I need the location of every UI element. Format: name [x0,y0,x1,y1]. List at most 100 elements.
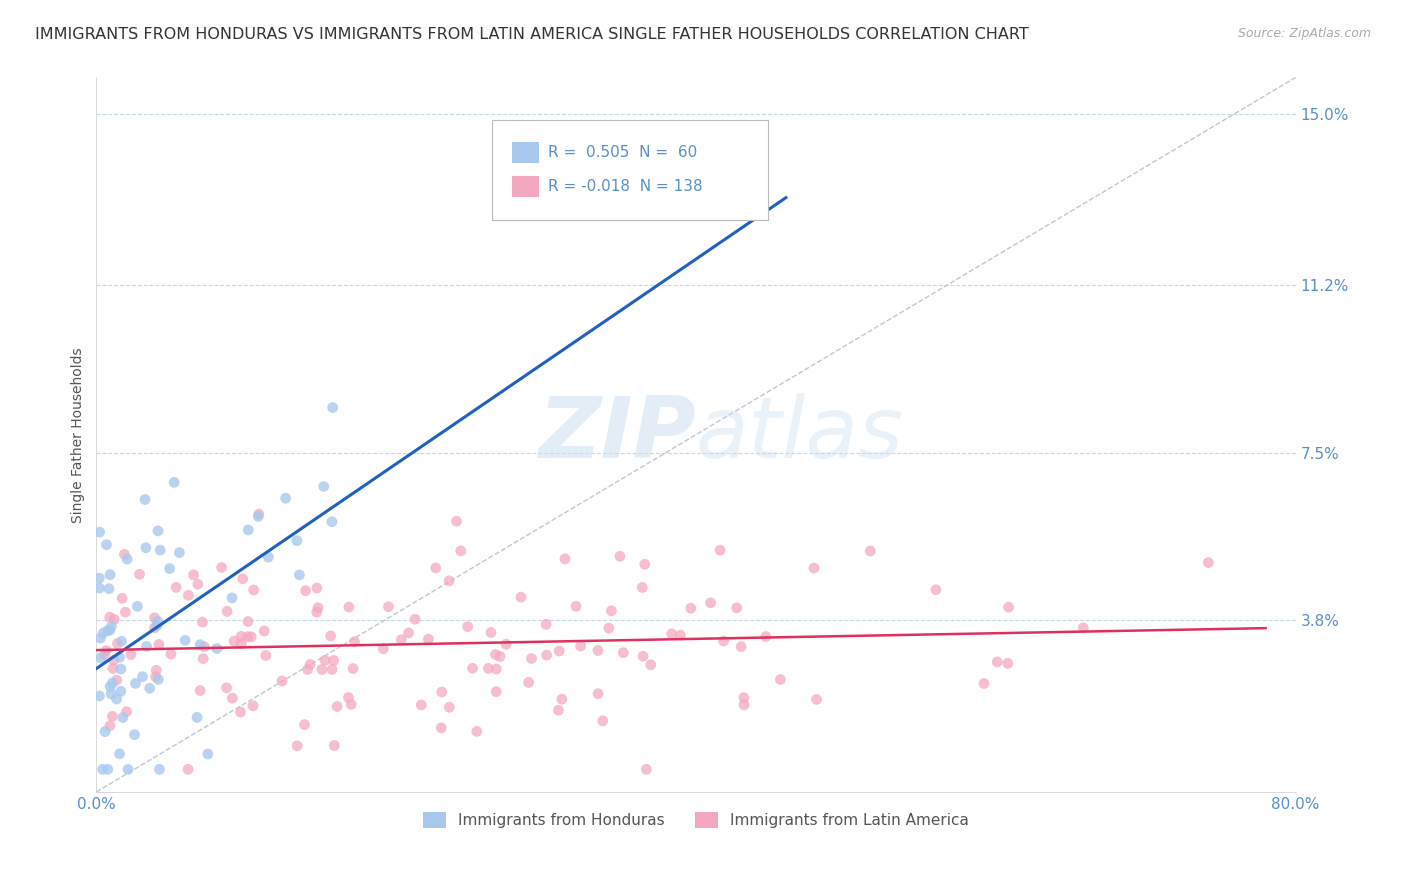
Point [755,630,778,644]
Point [389,632,412,647]
Point [322,653,344,667]
Point [114,605,136,619]
Point [377,599,399,614]
Point [640,657,662,672]
Point [221,591,243,605]
Point [134,492,156,507]
Point [145,670,167,684]
Text: atlas: atlas [696,393,904,476]
Point [586,687,609,701]
Point [477,661,499,675]
Point [548,644,571,658]
Point [859,544,882,558]
Point [193,640,215,654]
Point [769,673,792,687]
Point [803,561,825,575]
Point [242,582,264,597]
Point [484,648,506,662]
Point [89,571,111,585]
Point [231,637,253,651]
Point [520,651,543,665]
Point [96,538,118,552]
Point [337,690,360,705]
Point [465,724,488,739]
Point [430,721,453,735]
Point [730,640,752,654]
Point [485,684,508,698]
Point [89,525,111,540]
Point [205,641,228,656]
Point [312,479,335,493]
Point [294,583,316,598]
Point [450,544,472,558]
Point [373,641,395,656]
Point [253,624,276,638]
Point [160,647,183,661]
Point [191,615,214,629]
Point [98,680,121,694]
Point [110,634,132,648]
Point [101,676,124,690]
Point [89,689,111,703]
Point [135,541,157,555]
Point [997,657,1019,671]
Point [98,623,121,637]
Point [311,663,333,677]
Point [713,634,735,648]
Point [117,762,139,776]
Point [100,619,122,633]
Point [569,639,592,653]
Point [479,625,502,640]
Point [231,629,253,643]
Point [669,628,692,642]
Point [148,762,170,776]
Point [211,560,233,574]
Point [229,705,252,719]
Point [146,615,169,629]
Point [100,687,122,701]
Point [986,655,1008,669]
Point [112,547,135,561]
Point [609,549,631,564]
Point [105,692,128,706]
Point [221,691,243,706]
Point [97,624,120,638]
Point [288,567,311,582]
Point [337,600,360,615]
Point [437,574,460,588]
Point [294,717,316,731]
Point [143,611,166,625]
Point [536,648,558,662]
Point [733,698,755,712]
Point [165,581,187,595]
Point [94,643,117,657]
Point [321,662,343,676]
Point [321,515,343,529]
Point [174,633,197,648]
Point [631,581,654,595]
Point [146,618,169,632]
Point [254,648,277,663]
Point [197,747,219,761]
Bar [512,176,538,197]
Point [127,599,149,614]
Point [430,685,453,699]
Point [193,651,215,665]
Point [340,698,363,712]
Point [257,550,280,565]
Point [169,546,191,560]
Point [489,649,512,664]
Point [107,636,129,650]
Text: R = -0.018  N = 138: R = -0.018 N = 138 [548,179,703,194]
Point [97,762,120,776]
Point [98,610,121,624]
Point [89,631,111,645]
Point [110,684,132,698]
Point [612,646,634,660]
Point [661,627,683,641]
Point [94,724,117,739]
Point [457,620,479,634]
Point [305,605,328,619]
Point [319,629,342,643]
Point [135,640,157,654]
